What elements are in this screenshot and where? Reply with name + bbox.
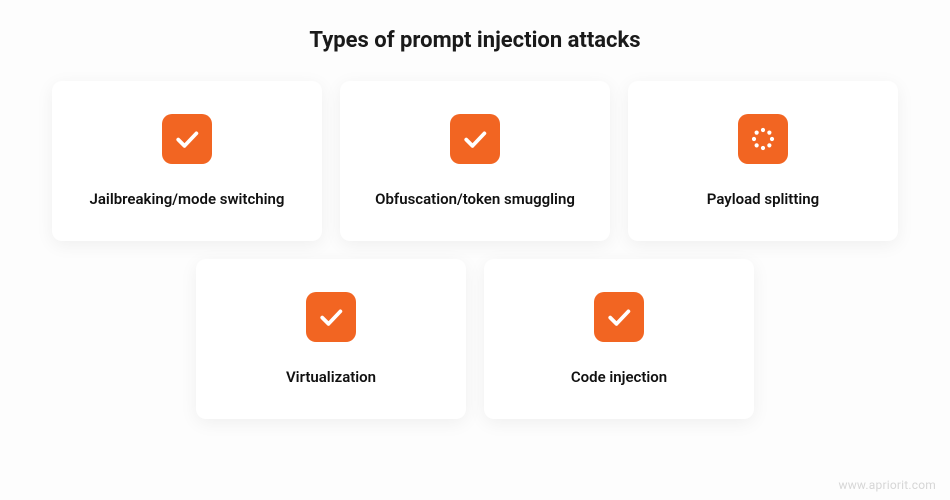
checkmark-icon	[162, 114, 212, 164]
checkmark-icon	[306, 292, 356, 342]
loading-ring-icon	[738, 114, 788, 164]
attack-type-card: Jailbreaking/mode switching	[52, 81, 322, 241]
page-title: Types of prompt injection attacks	[0, 0, 950, 81]
checkmark-icon	[594, 292, 644, 342]
attack-type-card: Virtualization	[196, 259, 466, 419]
attack-type-label: Virtualization	[286, 368, 376, 387]
watermark: www.apriorit.com	[838, 478, 936, 492]
cards-row-2: Virtualization Code injection	[196, 259, 754, 419]
attack-type-label: Payload splitting	[707, 190, 819, 209]
attack-type-label: Obfuscation/token smuggling	[375, 190, 575, 209]
attack-type-card: Code injection	[484, 259, 754, 419]
cards-row-1: Jailbreaking/mode switching Obfuscation/…	[52, 81, 898, 241]
attack-type-label: Code injection	[571, 368, 667, 387]
attack-type-card: Payload splitting	[628, 81, 898, 241]
cards-grid: Jailbreaking/mode switching Obfuscation/…	[0, 81, 950, 419]
attack-type-label: Jailbreaking/mode switching	[90, 190, 285, 209]
attack-type-card: Obfuscation/token smuggling	[340, 81, 610, 241]
checkmark-icon	[450, 114, 500, 164]
